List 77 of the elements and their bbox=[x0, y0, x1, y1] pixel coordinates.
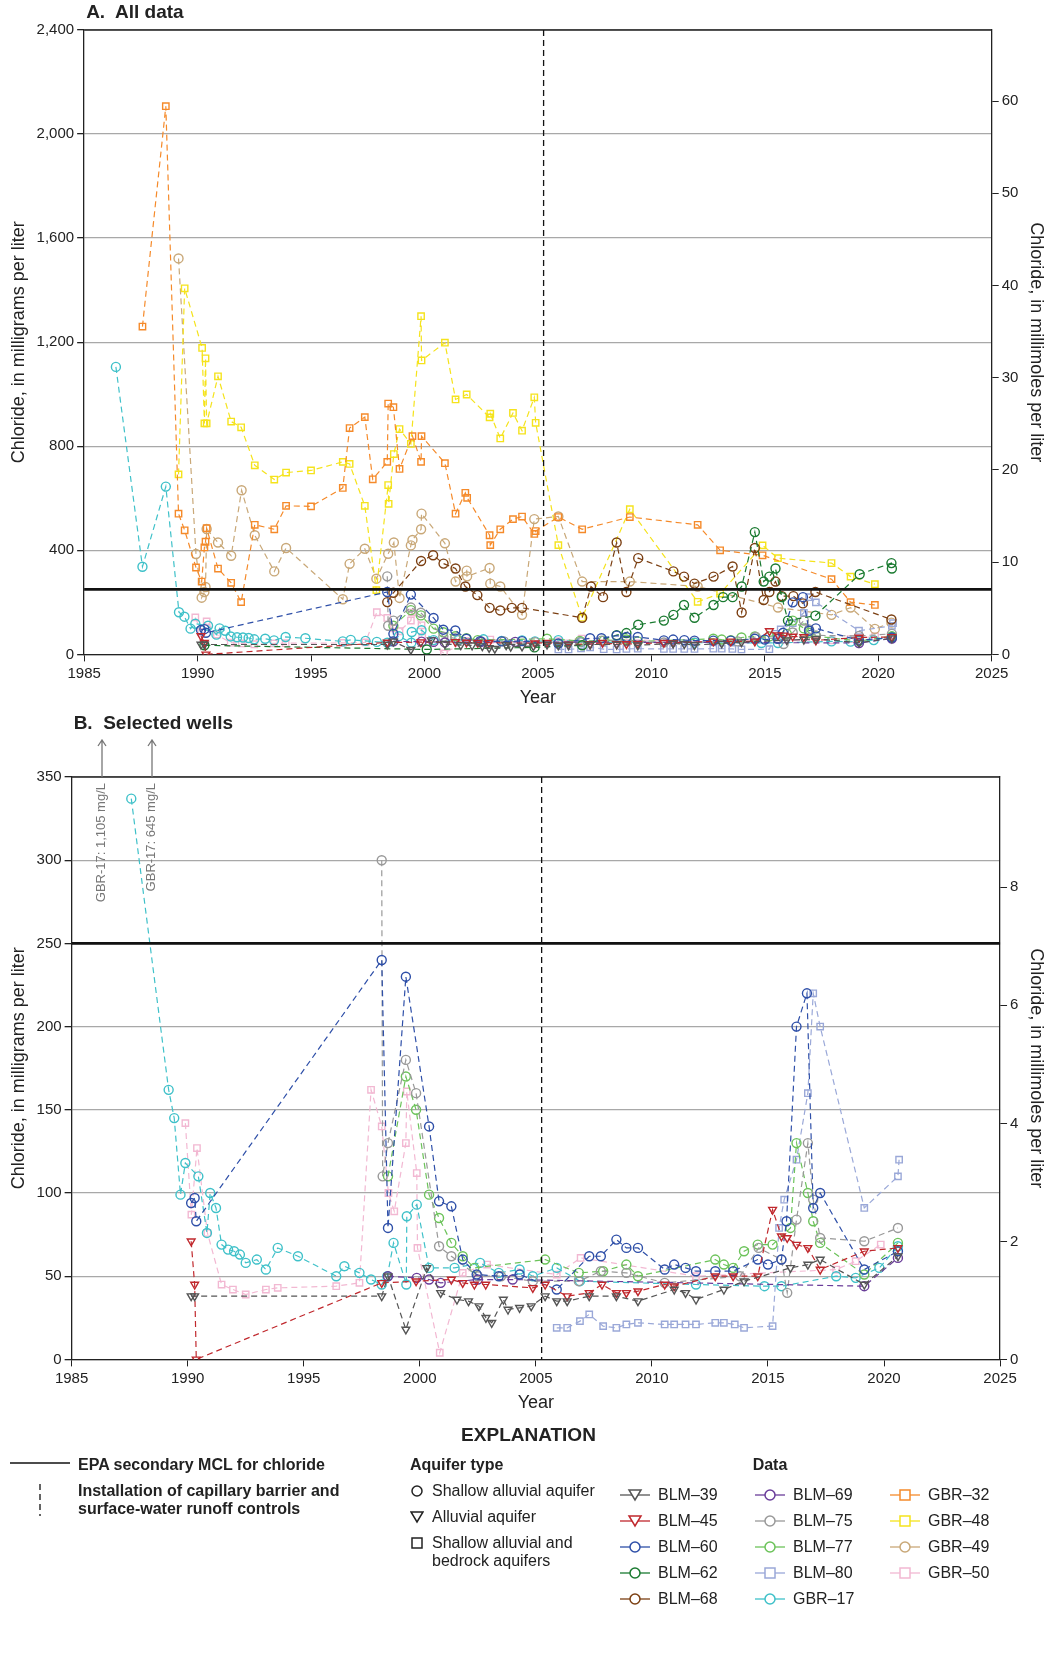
y2-tick-label: 20 bbox=[1001, 460, 1019, 478]
y2-axis-title: Chloride, in millimoles per liter bbox=[1027, 948, 1048, 1189]
x-tick-label: 2005 bbox=[519, 1368, 553, 1386]
legend-label: BLM–80 bbox=[793, 1564, 853, 1582]
y-tick-label: 2,000 bbox=[36, 124, 75, 142]
legend-label: GBR–17 bbox=[793, 1590, 855, 1608]
y-tick-label: 1,200 bbox=[36, 332, 75, 350]
legend-label: GBR–50 bbox=[928, 1564, 990, 1582]
y-tick-label: 50 bbox=[44, 1266, 62, 1284]
y-tick-label: 350 bbox=[36, 767, 62, 785]
y-tick-label: 2,400 bbox=[36, 20, 75, 38]
x-tick-label: 2025 bbox=[983, 1368, 1017, 1386]
y2-tick-label: 60 bbox=[1001, 91, 1019, 109]
legend-label: EPA secondary MCL for chloride bbox=[78, 1456, 326, 1474]
text: Aquifer type bbox=[410, 1456, 505, 1474]
x-tick-label: 2025 bbox=[975, 663, 1009, 681]
legend-label: BLM–68 bbox=[658, 1590, 718, 1608]
y2-tick-label: 0 bbox=[1010, 1349, 1019, 1367]
y2-tick-label: 2 bbox=[1010, 1231, 1019, 1249]
y2-tick-label: 40 bbox=[1001, 275, 1019, 293]
x-tick-label: 1985 bbox=[67, 663, 101, 681]
annotation: GBR-17: 645 mg/L bbox=[143, 783, 159, 892]
x-tick-label: 2015 bbox=[751, 1368, 785, 1386]
legend-label: GBR–32 bbox=[928, 1486, 990, 1504]
y-tick-label: 300 bbox=[36, 850, 62, 868]
y-axis-title: Chloride, in milligrams per liter bbox=[7, 947, 28, 1190]
x-tick-label: 2000 bbox=[403, 1368, 437, 1386]
annotation: GBR-17: 1,105 mg/L bbox=[93, 783, 109, 903]
y-tick-label: 400 bbox=[49, 540, 75, 558]
legend-title: Data bbox=[751, 1456, 789, 1474]
text: Shallow alluvial aquifer bbox=[432, 1482, 595, 1500]
text: Shallow alluvial and bedrock aquifers bbox=[432, 1534, 574, 1570]
x-tick-label: 1995 bbox=[294, 663, 328, 681]
y2-tick-label: 30 bbox=[1001, 367, 1019, 385]
legend-label: Installation of capillary barrier and surface-water runoff controls bbox=[78, 1482, 341, 1518]
legend-label: BLM–69 bbox=[793, 1486, 853, 1504]
y-tick-label: 1,600 bbox=[36, 228, 75, 246]
y-tick-label: 200 bbox=[36, 1016, 62, 1034]
y2-tick-label: 6 bbox=[1010, 995, 1019, 1013]
legend-label: GBR–49 bbox=[928, 1538, 990, 1556]
x-tick-label: 2005 bbox=[521, 663, 555, 681]
y2-tick-label: 8 bbox=[1010, 877, 1019, 895]
y-tick-label: 150 bbox=[36, 1099, 62, 1117]
x-axis-title: Year bbox=[517, 1392, 555, 1413]
chart-title: A. All data bbox=[86, 1, 185, 22]
x-tick-label: 2010 bbox=[634, 663, 669, 681]
x-tick-label: 2000 bbox=[407, 663, 442, 681]
legend-label: BLM–39 bbox=[658, 1486, 718, 1504]
y2-axis-title: Chloride, in millimoles per liter bbox=[1027, 222, 1048, 463]
legend-label: BLM–77 bbox=[793, 1538, 853, 1556]
y-tick-label: 0 bbox=[65, 644, 75, 662]
x-tick-label: 2015 bbox=[748, 663, 782, 681]
legend-label: BLM–62 bbox=[658, 1564, 718, 1582]
legend-label: BLM–75 bbox=[793, 1512, 853, 1530]
x-tick-label: 2020 bbox=[861, 663, 895, 681]
chart-title: B. Selected wells bbox=[73, 712, 234, 733]
x-axis-title: Year bbox=[519, 687, 557, 708]
y2-tick-label: 0 bbox=[1001, 644, 1011, 662]
y-tick-label: 250 bbox=[36, 933, 62, 951]
y-tick-label: 0 bbox=[53, 1349, 62, 1367]
y-axis-title: Chloride, in milligrams per liter bbox=[7, 221, 28, 464]
y2-tick-label: 50 bbox=[1001, 183, 1019, 201]
x-tick-label: 1995 bbox=[287, 1368, 321, 1386]
text: Alluvial aquifer bbox=[432, 1508, 537, 1526]
x-tick-label: 1990 bbox=[180, 663, 215, 681]
y-tick-label: 100 bbox=[36, 1183, 62, 1201]
y2-tick-label: 10 bbox=[1001, 552, 1019, 570]
x-tick-label: 2010 bbox=[635, 1368, 669, 1386]
text: EXPLANATION bbox=[460, 1423, 597, 1446]
y-tick-label: 800 bbox=[49, 436, 75, 454]
legend-label: GBR–48 bbox=[928, 1512, 990, 1530]
legend-label: BLM–60 bbox=[658, 1538, 718, 1556]
x-tick-label: 1990 bbox=[170, 1368, 205, 1386]
y2-tick-label: 4 bbox=[1010, 1113, 1019, 1131]
x-tick-label: 1985 bbox=[54, 1368, 89, 1386]
x-tick-label: 2020 bbox=[867, 1368, 901, 1386]
legend-label: BLM–45 bbox=[658, 1512, 718, 1530]
